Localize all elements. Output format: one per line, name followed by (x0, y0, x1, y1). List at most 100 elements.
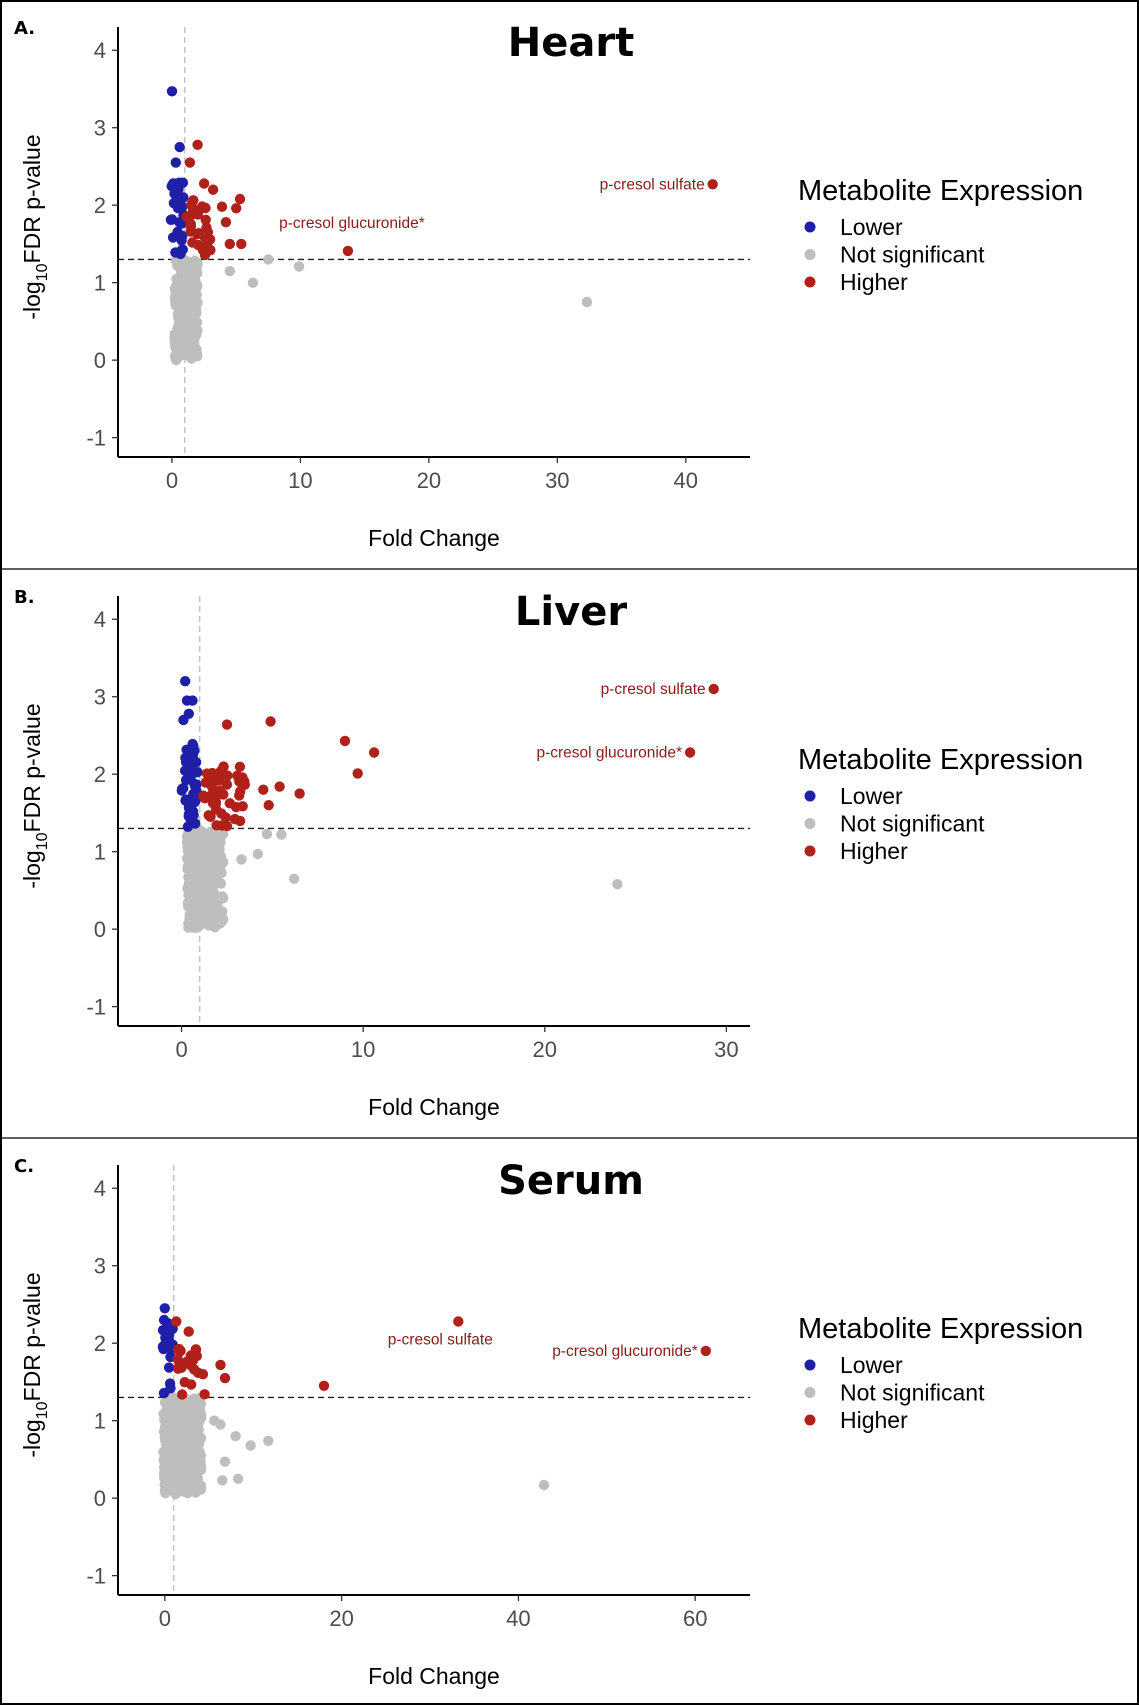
data-point-higher (221, 779, 233, 790)
y-tick-label: 4 (94, 1176, 106, 1201)
data-point-higher (197, 1369, 209, 1380)
data-point-not-significant (581, 296, 593, 308)
data-point-higher (684, 747, 696, 758)
data-point-not-significant (210, 910, 221, 921)
data-point-higher (274, 781, 285, 792)
y-tick-label: 4 (94, 38, 106, 63)
data-point-higher (236, 238, 247, 250)
data-point-higher (199, 249, 211, 261)
legend-label: Lower (840, 1352, 903, 1378)
y-tick-label: -1 (86, 1564, 106, 1589)
y-tick-label: 4 (94, 607, 106, 632)
legend-title: Metabolite Expression (798, 744, 1083, 776)
panel-letter: C. (14, 1156, 34, 1177)
data-point-higher (207, 797, 219, 809)
data-point-lower (178, 192, 189, 203)
data-point-not-significant (170, 351, 181, 362)
x-tick-label: 20 (329, 1606, 353, 1631)
y-tick-label: 1 (94, 1409, 106, 1434)
data-point-lower (172, 199, 183, 210)
data-point-not-significant (224, 265, 235, 277)
y-tick-label: 3 (94, 1254, 106, 1279)
data-point-not-significant (182, 305, 194, 316)
x-tick-label: 10 (288, 468, 312, 493)
panel-letter: A. (14, 18, 35, 39)
y-tick-label: 2 (94, 1331, 106, 1356)
data-point-lower (172, 226, 183, 238)
data-point-lower (188, 788, 200, 799)
legend-title: Metabolite Expression (798, 1313, 1083, 1345)
data-point-higher (214, 785, 226, 797)
data-point-higher (221, 719, 233, 730)
data-point-lower (159, 1303, 170, 1314)
data-point-not-significant (215, 1419, 226, 1430)
legend-swatch-lower (804, 1359, 816, 1371)
data-point-not-significant (180, 1432, 192, 1443)
data-point-not-significant (189, 289, 201, 301)
data-point-lower (168, 178, 179, 189)
x-tick-label: 40 (674, 468, 698, 493)
data-point-not-significant (172, 1482, 184, 1493)
data-point-higher (171, 1316, 182, 1327)
data-point-lower (182, 821, 194, 832)
data-point-higher (239, 776, 250, 787)
data-point-lower (188, 767, 199, 778)
data-point-not-significant (180, 1407, 191, 1418)
data-point-not-significant (175, 335, 187, 346)
x-tick-label: 0 (175, 1037, 187, 1062)
data-point-lower (176, 785, 187, 796)
data-point-lower (177, 177, 189, 188)
data-point-lower (189, 778, 200, 790)
legend-label: Not significant (840, 242, 985, 268)
data-point-not-significant (184, 262, 195, 273)
data-point-higher (234, 193, 246, 205)
data-point-lower (180, 676, 191, 687)
data-point-higher (175, 1345, 186, 1357)
data-point-not-significant (276, 829, 287, 840)
data-point-not-significant (293, 261, 305, 272)
data-point-higher (199, 793, 211, 804)
data-point-lower (166, 86, 178, 97)
data-point-not-significant (261, 828, 273, 840)
data-point-not-significant (174, 316, 185, 327)
data-point-higher (220, 812, 231, 823)
data-point-not-significant (172, 1451, 183, 1462)
data-point-higher (352, 768, 363, 779)
y-tick-label: 3 (94, 116, 106, 141)
data-point-not-significant (196, 858, 207, 870)
data-point-not-significant (197, 841, 208, 852)
data-point-not-significant (192, 870, 203, 881)
legend-title: Metabolite Expression (798, 175, 1083, 207)
legend-label: Lower (840, 214, 903, 240)
data-point-higher (265, 716, 276, 727)
data-point-not-significant (205, 850, 216, 862)
data-point-not-significant (164, 1481, 175, 1492)
data-point-not-significant (182, 897, 194, 908)
legend-label: Not significant (840, 1380, 985, 1406)
legend-swatch-not-significant (804, 1387, 816, 1398)
data-point-not-significant (160, 1425, 171, 1436)
y-axis-title: -log10FDR p-value (19, 703, 51, 888)
data-point-not-significant (263, 1435, 274, 1447)
data-point-lower (187, 738, 198, 750)
data-point-higher (207, 767, 218, 779)
panel-heart: A. Heart p-cresol sulfate p-cresol glucuron… (14, 18, 1083, 551)
data-point-lower (185, 750, 196, 761)
legend-swatch-lower (804, 221, 816, 233)
panel-title: Heart (508, 20, 634, 66)
data-point-lower (183, 811, 194, 822)
data-point-not-significant (247, 277, 259, 288)
data-point-higher (219, 1372, 231, 1384)
legend-swatch-higher (804, 845, 816, 857)
legend-label: Higher (840, 1407, 908, 1433)
data-point-higher (188, 195, 199, 206)
data-point-lower (175, 248, 186, 260)
panel-title: Serum (498, 1158, 644, 1204)
data-point-not-significant (230, 1431, 241, 1442)
data-point-lower (174, 141, 185, 153)
data-point-lower (163, 1362, 175, 1373)
data-point-not-significant (182, 853, 193, 864)
data-point-not-significant (219, 1456, 231, 1467)
data-point-higher (263, 800, 274, 811)
